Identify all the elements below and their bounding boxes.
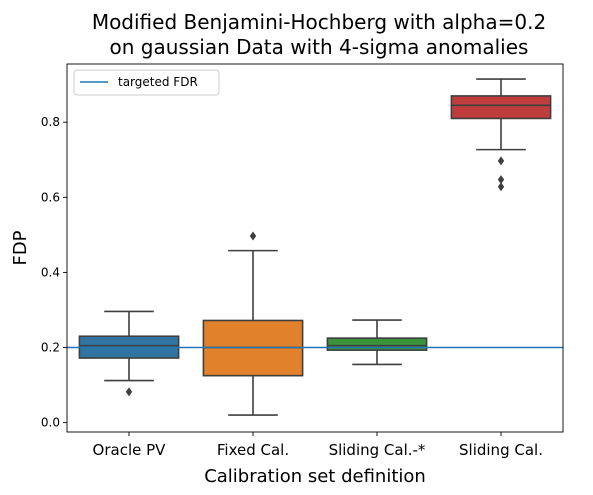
outlier-point <box>497 175 505 185</box>
y-tick-label: 0.4 <box>41 265 60 279</box>
x-tick-label: Fixed Cal. <box>217 441 289 459</box>
x-axis: Oracle PV Fixed Cal. Sliding Cal.-* Sliding… <box>93 432 543 459</box>
box-3 <box>326 319 428 366</box>
legend-frame <box>73 69 220 96</box>
outlier-point <box>249 231 257 241</box>
y-axis: 0.0 0.2 0.4 0.6 0.8 <box>41 115 67 430</box>
box-2 <box>202 231 304 416</box>
box-iqr <box>326 337 428 351</box>
box-1 <box>78 310 180 397</box>
x-tick-label: Oracle PV <box>93 441 167 459</box>
axes-frame <box>66 63 564 433</box>
x-axis-label: Calibration set definition <box>204 466 426 487</box>
box-iqr <box>450 95 552 120</box>
outlier-point <box>497 156 505 166</box>
chart-title-line-2: on gaussian Data with 4-sigma anomalies <box>110 35 529 59</box>
box-4 <box>450 78 552 192</box>
chart-title-line-1: Modified Benjamini-Hochberg with alpha=0… <box>92 10 546 34</box>
x-tick-label: Sliding Cal.-* <box>329 441 426 459</box>
y-tick-label: 0.2 <box>41 341 60 355</box>
y-axis-label: FDP <box>10 230 31 265</box>
outlier-point <box>125 387 133 397</box>
legend-entry-targeted-fdr: targeted FDR <box>118 75 198 89</box>
y-tick-label: 0.0 <box>41 416 60 430</box>
legend: targeted FDR <box>73 69 220 96</box>
outlier-point <box>497 182 505 192</box>
plot-area <box>67 78 563 416</box>
y-tick-label: 0.8 <box>41 115 60 129</box>
y-tick-label: 0.6 <box>41 190 60 204</box>
x-tick-label: Sliding Cal. <box>459 441 543 459</box>
